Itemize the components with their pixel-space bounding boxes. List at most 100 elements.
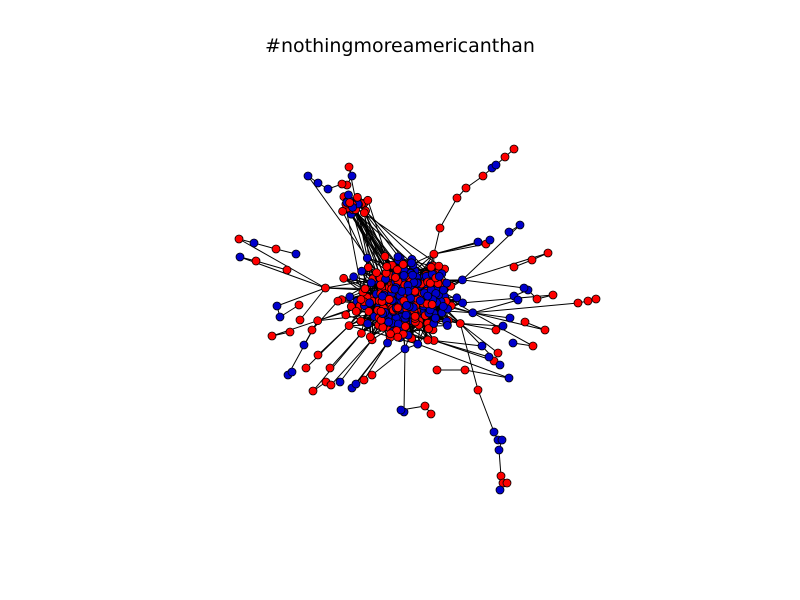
graph-node-red [540, 325, 550, 335]
graph-node-red [573, 298, 583, 308]
graph-node-red [282, 265, 292, 275]
graph-node-red [338, 206, 348, 216]
graph-node-red [344, 162, 354, 172]
graph-node-blue [396, 405, 406, 415]
graph-edge [433, 340, 483, 347]
graph-node-blue [299, 340, 309, 350]
graph-node-red [473, 385, 483, 395]
graph-node-red [363, 263, 373, 272]
graph-node-blue [504, 373, 514, 383]
graph-node-red [251, 256, 261, 266]
chart-title: #nothingmoreamericanthan [265, 35, 535, 57]
graph-node-blue [515, 220, 525, 230]
graph-node-red [360, 284, 370, 294]
graph-node-blue [384, 317, 394, 327]
graph-node-blue [344, 190, 353, 200]
graph-node-red [427, 300, 437, 309]
graph-node-red [426, 409, 436, 419]
graph-node-blue [275, 312, 285, 322]
graph-node-red [380, 251, 390, 261]
graph-node-red [337, 179, 347, 189]
graph-edge [433, 227, 441, 255]
graph-node-red [461, 183, 471, 193]
graph-edge [433, 241, 479, 255]
graph-edge [358, 204, 437, 279]
graph-node-blue [347, 171, 357, 181]
graph-node-red [493, 348, 503, 358]
graph-node-red [325, 363, 335, 373]
graph-node-red [356, 328, 366, 338]
graph-node-blue [457, 275, 467, 285]
graph-node-blue [323, 184, 333, 194]
graph-node-blue [495, 485, 505, 495]
graph-node-red [393, 332, 403, 342]
graph-node-red [339, 273, 349, 283]
graph-node-red [308, 386, 318, 396]
graph-node-blue [235, 252, 245, 262]
graph-node-blue [413, 339, 423, 349]
graph-node-blue [497, 435, 507, 445]
graph-edge [305, 325, 350, 369]
graph-node-blue [401, 310, 411, 320]
graph-edge [271, 320, 318, 337]
graph-node-blue [442, 321, 452, 330]
graph-edge [311, 300, 339, 331]
graph-node-red [583, 296, 593, 306]
graph-node-blue [458, 298, 468, 308]
graph-edge [459, 323, 479, 391]
graph-node-red [344, 321, 354, 331]
graph-node-blue [291, 249, 301, 259]
graph-node-red [313, 350, 323, 360]
graph-node-red [384, 294, 394, 304]
graph-node-blue [505, 313, 515, 323]
graph-node-blue [438, 301, 448, 311]
graph-node-red [333, 296, 343, 306]
graph-node-blue [363, 319, 373, 329]
graph-node-blue [508, 338, 518, 348]
graph-node-red [400, 321, 410, 331]
graph-node-blue [399, 270, 409, 280]
graph-node-red [391, 273, 400, 282]
graph-edge [439, 197, 458, 229]
graph-node-red [393, 303, 403, 313]
graph-edge [330, 339, 373, 386]
graph-node-red [509, 144, 519, 154]
graph-node-blue [351, 379, 361, 389]
graph-node-blue [495, 360, 505, 370]
graph-node-red [429, 249, 439, 259]
graph-node-red [359, 208, 369, 218]
graph-node-red [591, 294, 601, 304]
graph-node-blue [349, 272, 359, 282]
graph-node-blue [383, 338, 392, 348]
graph-node-red [294, 300, 304, 310]
graph-node-blue [313, 178, 323, 188]
graph-node-red [425, 278, 435, 288]
graph-node-red [478, 171, 488, 181]
graph-node-blue [452, 293, 462, 303]
graph-node-red [424, 324, 434, 334]
graph-node-red [307, 325, 317, 335]
graph-edge [339, 339, 373, 383]
graph-node-red [434, 261, 444, 271]
graph-edge [472, 312, 511, 319]
graph-node-blue [494, 445, 504, 455]
graph-edge [472, 302, 579, 314]
graph-node-red [420, 401, 430, 411]
graph-node-blue [362, 253, 372, 263]
graph-node-blue [504, 227, 514, 237]
graph-node-blue [249, 238, 259, 248]
graph-node-red [320, 283, 330, 293]
graph-edge [433, 340, 490, 358]
graph-edge [329, 332, 362, 369]
graph-node-red [365, 332, 375, 342]
graph-node-blue [345, 292, 355, 302]
graph-edge [417, 343, 510, 379]
graph-edge [276, 287, 326, 307]
graph-edge [348, 325, 418, 345]
graph-node-blue [423, 291, 433, 301]
graph-edge [464, 369, 510, 379]
graph-node-red [527, 255, 537, 265]
node-layer [234, 144, 601, 495]
